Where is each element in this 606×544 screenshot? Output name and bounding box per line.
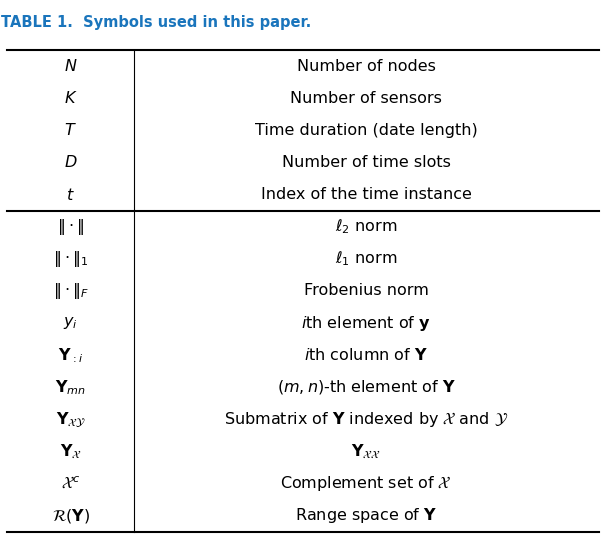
Text: $\mathcal{X}^c$: $\mathcal{X}^c$ [61, 475, 81, 492]
Text: Number of sensors: Number of sensors [290, 91, 442, 106]
Text: $D$: $D$ [64, 154, 78, 170]
Text: $(m,n)$-th element of $\mathbf{Y}$: $(m,n)$-th element of $\mathbf{Y}$ [277, 378, 456, 396]
Text: Time duration (date length): Time duration (date length) [255, 123, 478, 138]
Text: $\mathbf{Y}_{mn}$: $\mathbf{Y}_{mn}$ [55, 378, 86, 397]
Text: Submatrix of $\mathbf{Y}$ indexed by $\mathcal{X}$ and $\mathcal{Y}$: Submatrix of $\mathbf{Y}$ indexed by $\m… [224, 410, 508, 429]
Text: Complement set of $\mathcal{X}$: Complement set of $\mathcal{X}$ [281, 474, 452, 493]
Text: TABLE 1.  Symbols used in this paper.: TABLE 1. Symbols used in this paper. [1, 15, 311, 30]
Text: $\mathcal{R}(\mathbf{Y})$: $\mathcal{R}(\mathbf{Y})$ [52, 506, 90, 525]
Text: $N$: $N$ [64, 58, 78, 74]
Text: $\|\cdot\|_F$: $\|\cdot\|_F$ [53, 281, 88, 301]
Text: $\ell_1$ norm: $\ell_1$ norm [335, 250, 398, 268]
Text: $t$: $t$ [67, 187, 75, 202]
Text: $\ell_2$ norm: $\ell_2$ norm [335, 218, 398, 236]
Text: $\mathbf{Y}_{\mathcal{X}\mathcal{Y}}$: $\mathbf{Y}_{\mathcal{X}\mathcal{Y}}$ [56, 410, 86, 429]
Text: $\|\cdot\|_1$: $\|\cdot\|_1$ [53, 249, 88, 269]
Text: $T$: $T$ [64, 122, 77, 138]
Text: $\mathbf{Y}_{:i}$: $\mathbf{Y}_{:i}$ [58, 346, 83, 364]
Text: $K$: $K$ [64, 90, 78, 106]
Text: $i$th element of $\mathbf{y}$: $i$th element of $\mathbf{y}$ [302, 313, 431, 332]
Text: Index of the time instance: Index of the time instance [261, 187, 472, 202]
Text: $\|\cdot\|$: $\|\cdot\|$ [57, 217, 84, 237]
Text: $y_i$: $y_i$ [63, 315, 78, 331]
Text: Range space of $\mathbf{Y}$: Range space of $\mathbf{Y}$ [295, 506, 438, 525]
Text: Number of nodes: Number of nodes [297, 59, 436, 73]
Text: $\mathbf{Y}_{\mathcal{X}\mathcal{X}}$: $\mathbf{Y}_{\mathcal{X}\mathcal{X}}$ [351, 442, 381, 461]
Text: Number of time slots: Number of time slots [282, 155, 451, 170]
Text: $\mathbf{Y}_{\mathcal{X}}$: $\mathbf{Y}_{\mathcal{X}}$ [59, 442, 82, 461]
Text: Frobenius norm: Frobenius norm [304, 283, 429, 299]
Text: $i$th column of $\mathbf{Y}$: $i$th column of $\mathbf{Y}$ [304, 347, 428, 363]
